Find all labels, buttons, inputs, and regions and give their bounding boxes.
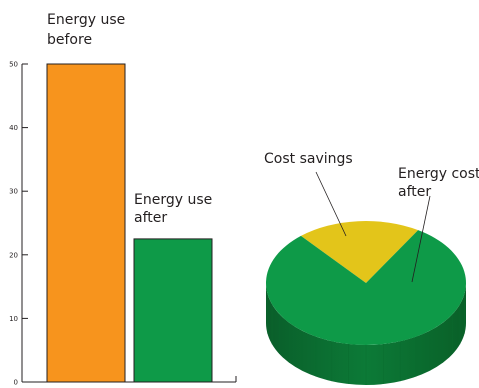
bars — [46, 63, 213, 383]
label-before: Energy use before — [47, 12, 130, 48]
label-after-line2: after — [134, 210, 167, 226]
label-after-line1: Energy use — [134, 192, 212, 208]
label-savings-line1: Cost savings — [264, 151, 353, 167]
bar-after — [133, 238, 213, 383]
pie-slice-energy-cost-after — [265, 230, 466, 345]
label-before-line2: before — [47, 32, 92, 48]
pie-top — [265, 221, 466, 345]
label-cost-after-line1: Energy cost — [398, 166, 479, 182]
label-cost-after: Energy cost after — [398, 166, 479, 200]
leader-cost-after — [411, 195, 431, 283]
pie-side — [266, 283, 466, 385]
label-before-line1: Energy use — [47, 12, 125, 28]
y-tick-label-4: 40 — [9, 124, 18, 132]
pie-slice-cost-savings — [300, 221, 419, 283]
label-after: Energy use after — [134, 192, 217, 226]
y-tick-label-5: 50 — [9, 61, 18, 69]
bar-chart: 0 10 20 30 40 50 Energy use before Energy use… — [9, 12, 237, 387]
leader-savings — [315, 171, 347, 237]
label-cost-after-line2: after — [398, 184, 431, 200]
y-tick-label-2: 20 — [9, 251, 18, 259]
bar-before — [46, 63, 126, 383]
pie-chart: Cost savings Energy cost after — [264, 151, 479, 385]
y-ticks: 0 10 20 30 40 50 — [9, 61, 28, 387]
y-tick-label-1: 10 — [9, 315, 18, 323]
y-tick-label-0: 0 — [14, 379, 18, 387]
y-tick-label-3: 30 — [9, 188, 18, 196]
label-savings: Cost savings — [264, 151, 353, 167]
